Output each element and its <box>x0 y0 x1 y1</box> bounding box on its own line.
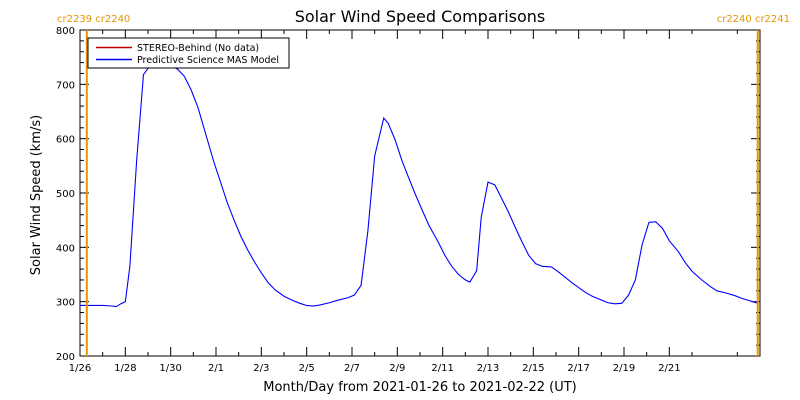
y-tick-label: 400 <box>56 243 75 254</box>
x-tick-label: 2/3 <box>253 363 269 374</box>
legend-label-mas: Predictive Science MAS Model <box>137 55 279 66</box>
x-tick-label: 1/30 <box>159 363 181 374</box>
y-tick-label: 800 <box>56 26 75 37</box>
chart-title: Solar Wind Speed Comparisons <box>295 7 546 26</box>
x-tick-label: 2/13 <box>477 363 499 374</box>
x-tick-label: 2/9 <box>389 363 405 374</box>
y-tick-label: 300 <box>56 298 75 309</box>
x-tick-label: 2/19 <box>613 363 635 374</box>
plot-frame <box>79 29 761 357</box>
y-tick-label: 700 <box>56 80 75 91</box>
legend: STEREO-Behind (No data) Predictive Scien… <box>87 37 290 69</box>
x-tick-label: 2/5 <box>299 363 315 374</box>
x-tick-label: 1/28 <box>114 363 136 374</box>
x-tick-label: 2/15 <box>522 363 544 374</box>
legend-box <box>87 37 290 69</box>
x-axis-label: Month/Day from 2021-01-26 to 2021-02-22 … <box>263 380 576 395</box>
carrington-label-left: cr2239 cr2240 <box>57 14 130 25</box>
series-line-mas-model <box>80 63 758 308</box>
x-tick-label: 2/17 <box>567 363 589 374</box>
legend-label-stereo: STEREO-Behind (No data) <box>137 43 259 54</box>
y-tick-label: 500 <box>56 189 75 200</box>
x-tick-label: 2/1 <box>208 363 224 374</box>
y-tick-label: 200 <box>56 352 75 363</box>
carrington-label-right: cr2240 cr2241 <box>717 14 790 25</box>
x-tick-label: 2/21 <box>658 363 680 374</box>
y-axis-label: Solar Wind Speed (km/s) <box>29 115 44 275</box>
x-tick-label: 1/26 <box>69 363 91 374</box>
x-tick-label: 2/11 <box>431 363 453 374</box>
y-tick-label: 600 <box>56 135 75 146</box>
x-tick-label: 2/7 <box>344 363 360 374</box>
